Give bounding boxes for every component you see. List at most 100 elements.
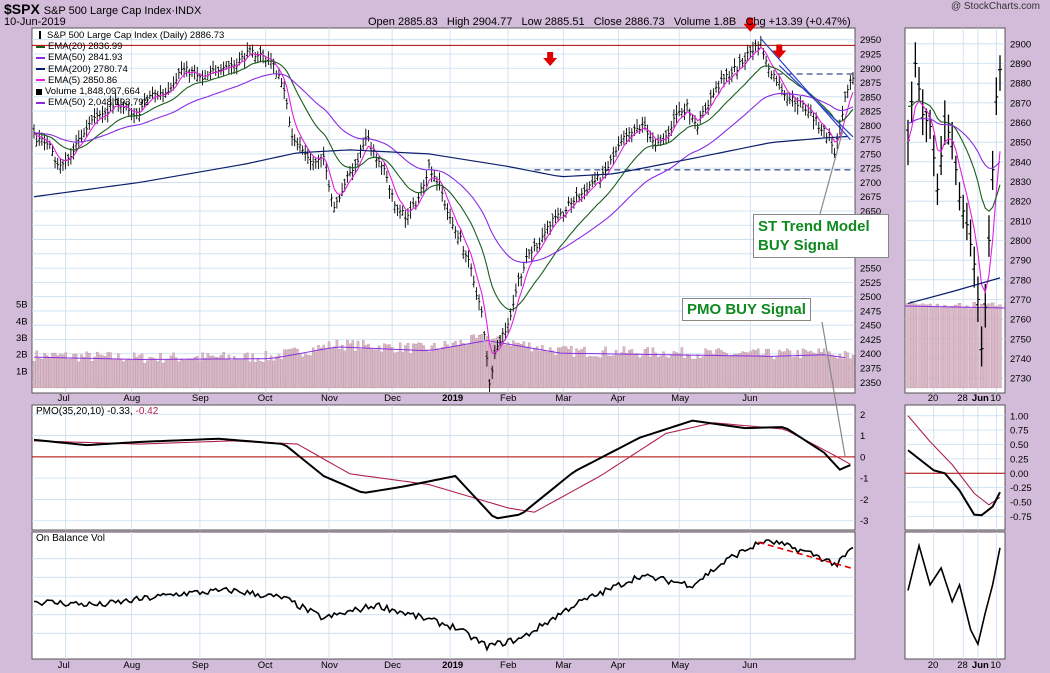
volume-bar <box>738 353 742 389</box>
volume-bar <box>330 348 333 389</box>
volume-bar <box>53 352 57 389</box>
zoom-volume-bar <box>913 303 917 389</box>
volume-bar <box>190 359 194 389</box>
zoom-volume-bar <box>991 302 995 389</box>
volume-bar <box>849 358 852 389</box>
legend-label: EMA(50) 2841.93 <box>48 52 123 64</box>
volume-bar <box>185 359 189 389</box>
zoom-volume-bar <box>932 307 936 389</box>
price-tick-label: 2875 <box>860 78 881 89</box>
volume-bar <box>638 357 641 389</box>
volume-bar <box>51 352 54 389</box>
price-tick-label: 2450 <box>860 321 881 332</box>
volume-bar <box>843 351 847 389</box>
volume-bar <box>72 353 75 389</box>
volume-bar <box>851 354 855 389</box>
volume-bar <box>161 362 165 389</box>
volume-bar <box>388 344 391 389</box>
volume-bar <box>775 356 778 389</box>
volume-bar <box>56 355 60 389</box>
volume-bar <box>264 351 268 389</box>
volume-bar <box>90 361 94 389</box>
legend-entry: EMA(50) 2,048,193,792 <box>36 97 224 108</box>
volume-bar <box>535 346 539 389</box>
volume-bar <box>125 359 128 389</box>
volume-bar <box>801 348 805 389</box>
volume-bar <box>348 343 352 389</box>
zoom-pmo-tick-label: 0.50 <box>1010 440 1029 451</box>
volume-bar <box>725 353 728 389</box>
price-tick-label: 2750 <box>860 149 881 160</box>
volume-bar <box>517 342 520 389</box>
volume-bar <box>385 344 389 389</box>
volume-bar <box>717 348 720 389</box>
legend-entry: EMA(200) 2780.74 <box>36 64 224 75</box>
volume-bar <box>570 346 573 389</box>
zoom-pmo-tick-label: -0.50 <box>1010 498 1032 509</box>
pmo-buy-pointer <box>821 321 846 457</box>
volume-bar <box>377 345 381 389</box>
volume-bar <box>596 356 599 389</box>
volume-bar <box>462 343 465 389</box>
legend-label: EMA(50) 2,048,193,792 <box>48 97 149 109</box>
volume-bar <box>743 352 747 389</box>
change-value: Chg +13.39 (+0.47%) <box>745 16 851 28</box>
volume-bar <box>651 347 655 389</box>
zoom-ema5-line <box>907 99 1001 294</box>
volume-value: 1.8B <box>713 16 737 28</box>
zoom-volume-bar <box>961 307 965 389</box>
volume-bar <box>538 350 541 389</box>
volume-bar <box>267 360 270 389</box>
volume-bar <box>101 355 104 389</box>
volume-bar <box>180 358 183 389</box>
volume-bar <box>175 357 178 389</box>
volume-bar <box>106 352 110 389</box>
volume-bar <box>691 359 694 389</box>
volume-bar <box>138 355 141 389</box>
volume-bar <box>549 347 552 389</box>
volume-bar <box>527 342 531 389</box>
volume-bar <box>398 342 402 389</box>
volume-bar <box>654 352 657 389</box>
volume-bar <box>628 350 631 389</box>
volume-bar <box>815 353 818 389</box>
zoom-volume-bar <box>972 302 976 389</box>
volume-bar <box>617 355 620 389</box>
volume-bar <box>822 348 826 389</box>
zoom-volume-bar <box>924 304 929 389</box>
volume-ema50-line <box>33 339 846 361</box>
index-name: S&P 500 Large Cap Index <box>43 5 172 17</box>
volume-bar <box>559 347 562 389</box>
volume-bar <box>251 353 254 389</box>
volume-bar <box>222 352 225 389</box>
volume-bars <box>32 301 1002 389</box>
zoom-price-tick-label: 2740 <box>1010 354 1031 365</box>
volume-bar <box>338 349 341 389</box>
volume-bar <box>438 349 441 389</box>
legend-entry: Volume 1,848,097,664 <box>36 86 224 97</box>
volume-tick-label: 3B <box>16 333 28 344</box>
volume-bar <box>288 349 291 389</box>
zoom-day-tick-label: 28 <box>957 393 968 404</box>
legend-label: S&P 500 Large Cap Index (Daily) 2886.73 <box>47 30 225 41</box>
volume-bar <box>770 356 773 389</box>
price-tick-label: 2725 <box>860 164 881 175</box>
volume-bar <box>567 349 570 389</box>
volume-bar <box>114 359 117 389</box>
volume-bar <box>420 343 423 389</box>
volume-bar <box>759 355 763 389</box>
volume-bar <box>156 361 160 389</box>
volume-bar <box>146 360 149 389</box>
price-tick-label: 2425 <box>860 335 881 346</box>
volume-bar <box>143 363 146 389</box>
volume-bar <box>217 357 220 389</box>
zoom-price-tick-label: 2830 <box>1010 177 1031 188</box>
volume-bar <box>701 356 705 389</box>
volume-bar <box>757 348 760 389</box>
price-tick-label: 2400 <box>860 349 881 360</box>
volume-bar <box>304 353 307 389</box>
volume-bar <box>93 356 96 389</box>
volume-bar <box>764 349 768 389</box>
volume-bar <box>148 357 152 389</box>
volume-bar <box>506 342 510 389</box>
